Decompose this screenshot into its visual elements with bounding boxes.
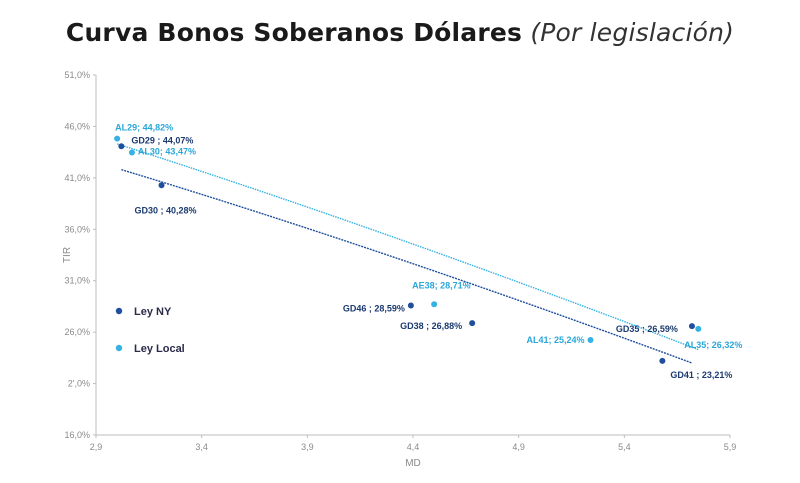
data-label-ley-ny: GD29 ; 44,07% — [131, 135, 193, 145]
data-point-ley-ny — [688, 323, 695, 330]
data-point-ley-local — [128, 149, 135, 156]
legend-marker-ley-ny — [115, 307, 123, 315]
data-label-ley-ny: GD41 ; 23,21% — [670, 370, 732, 380]
data-point-ley-local — [431, 301, 438, 308]
x-tick-label: 4,9 — [512, 442, 525, 452]
data-label-ley-ny: GD38 ; 26,88% — [400, 321, 462, 331]
y-tick-label: 16,0% — [64, 430, 90, 440]
legend-marker-ley-local — [115, 344, 123, 352]
data-label-ley-ny: GD46 ; 28,59% — [343, 304, 405, 314]
x-tick-label: 4,4 — [407, 442, 420, 452]
x-tick-label: 5,9 — [724, 442, 737, 452]
data-point-ley-local — [114, 135, 121, 142]
data-point-ley-ny — [158, 182, 165, 189]
y-tick-label: 26,0% — [64, 327, 90, 337]
data-point-ley-ny — [407, 302, 414, 309]
data-label-ley-local: AL29; 44,82% — [115, 123, 173, 133]
data-label-ley-local: AL35; 26,32% — [684, 340, 742, 350]
x-axis-label: MD — [405, 458, 421, 469]
y-tick-label: 36,0% — [64, 224, 90, 234]
data-label-ley-local: AE38; 28,71% — [412, 280, 471, 290]
y-axis-label: TIR — [62, 247, 73, 263]
y-tick-label: 51,0% — [64, 70, 90, 80]
y-tick-label: 46,0% — [64, 121, 90, 131]
data-point-ley-local — [695, 325, 702, 332]
legend-label-ley-local: Ley Local — [134, 343, 185, 355]
y-tick-label: 41,0% — [64, 173, 90, 183]
chart-title-main: Curva Bonos Soberanos Dólares — [65, 18, 523, 47]
y-tick-label: 31,0% — [64, 276, 90, 286]
x-tick-label: 2,9 — [90, 442, 103, 452]
trendline-ley-ny — [121, 168, 693, 364]
data-label-ley-ny: GD35 ; 26,59% — [616, 324, 678, 334]
trendline-ley-local — [116, 143, 699, 351]
data-point-ley-ny — [659, 357, 666, 364]
data-label-ley-ny: GD30 ; 40,28% — [135, 205, 197, 215]
x-tick-label: 3,4 — [195, 442, 208, 452]
chart-title: Curva Bonos Soberanos Dólares (Por legis… — [0, 18, 800, 47]
x-tick-label: 5,4 — [618, 442, 631, 452]
data-label-ley-local: AL30; 43,47% — [138, 146, 196, 156]
x-tick-label: 3,9 — [301, 442, 314, 452]
legend-label-ley-ny: Ley NY — [134, 306, 172, 318]
data-label-ley-local: AL41; 25,24% — [526, 335, 584, 345]
data-point-ley-local — [587, 336, 594, 343]
data-point-ley-ny — [469, 320, 476, 327]
data-point-ley-ny — [118, 143, 125, 150]
chart-title-subtitle: (Por legislación) — [530, 18, 735, 47]
y-tick-label: 2',0% — [68, 379, 90, 389]
